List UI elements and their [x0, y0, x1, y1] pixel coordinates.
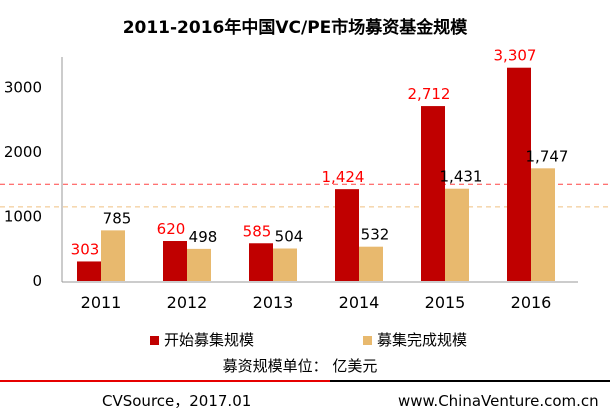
- data-label: 2,712: [408, 85, 451, 103]
- x-tick-label: 2016: [511, 293, 552, 312]
- footer-source: CVSource，2017.01: [102, 392, 251, 410]
- bar-start: [335, 189, 359, 281]
- legend-label: 开始募集规模: [164, 331, 254, 349]
- unit-note: 募资规模单位： 亿美元: [223, 357, 378, 375]
- data-label: 3,307: [494, 47, 537, 65]
- bar-complete: [359, 246, 383, 281]
- bars: [77, 67, 555, 282]
- bar-complete: [101, 230, 125, 281]
- x-axis-ticks: 2011 2012 2013 2014 2015 2016: [81, 293, 552, 312]
- y-tick-label: 1000: [4, 208, 42, 226]
- x-tick-label: 2015: [425, 293, 466, 312]
- bar-start: [77, 261, 101, 281]
- bar-start: [163, 241, 187, 281]
- data-label: 1,747: [526, 147, 569, 165]
- legend: 开始募集规模 募集完成规模: [150, 331, 467, 349]
- y-tick-label: 3000: [4, 79, 42, 97]
- y-tick-label: 2000: [4, 143, 42, 161]
- x-tick-label: 2013: [253, 293, 294, 312]
- bar-start: [421, 106, 445, 282]
- bar-start: [507, 67, 531, 281]
- bar-complete: [273, 248, 297, 281]
- data-label: 1,431: [440, 168, 483, 186]
- data-label: 498: [189, 228, 218, 246]
- data-label: 585: [243, 222, 272, 240]
- data-label: 1,424: [322, 168, 365, 186]
- data-label: 504: [275, 227, 304, 245]
- y-tick-label: 0: [32, 272, 42, 290]
- data-label: 532: [361, 226, 390, 244]
- x-tick-label: 2012: [167, 293, 208, 312]
- footer-website[interactable]: www.ChinaVenture.com.cn: [398, 392, 599, 410]
- bar-complete: [531, 168, 555, 281]
- x-tick-label: 2011: [81, 293, 122, 312]
- bar-complete: [187, 248, 211, 281]
- bar-start: [249, 243, 273, 281]
- chart-title: 2011-2016年中国VC/PE市场募资基金规模: [123, 17, 469, 38]
- data-label: 785: [103, 209, 132, 227]
- y-axis-ticks: 0 1000 2000 3000: [4, 79, 42, 291]
- x-tick-label: 2014: [339, 293, 380, 312]
- legend-label: 募集完成规模: [377, 331, 467, 349]
- bar-complete: [445, 188, 469, 281]
- legend-swatch: [150, 336, 159, 345]
- legend-swatch: [363, 336, 372, 345]
- data-label: 303: [71, 240, 100, 258]
- data-label: 620: [157, 220, 186, 238]
